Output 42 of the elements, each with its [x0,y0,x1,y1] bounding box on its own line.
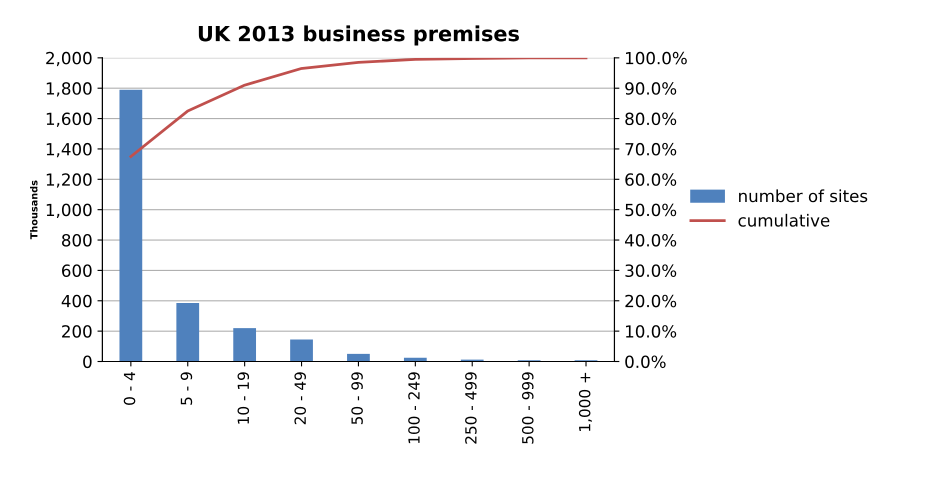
bar [233,328,256,362]
y2-tick-label: 80.0% [625,112,676,126]
x-tick-label: 250 - 499 [465,372,477,444]
x-tick-label: 1,000 + [578,372,592,431]
y-tick-label: 1,000 [46,204,92,218]
y2-tick-label: 50.0% [625,204,676,216]
x-tick-label: 500 - 999 [522,372,534,444]
legend-label: number of sites [739,189,868,202]
x-tick-label: 20 - 49 [294,372,306,424]
x-tick-label: 0 - 4 [124,372,136,405]
y-tick-label: 400 [62,294,92,308]
line-series [129,58,588,158]
y-tick-label: 1,800 [46,82,92,96]
y2-tick-label: 100.0% [626,52,687,64]
y2-tick-label: 90.0% [625,82,676,95]
y-tick-label: 1,400 [46,142,92,158]
x-tick-label: 5 - 9 [180,372,192,405]
y-tick-label: 600 [62,264,92,277]
y2-tick-label: 60.0% [625,173,676,186]
legend-label: cumulative [738,214,830,227]
y2-tick-label: 20.0% [625,294,676,308]
y-tick-label: 800 [62,234,92,247]
y-tick-label: 2,000 [46,52,92,66]
bar [404,358,427,362]
x-tick-label: 10 - 19 [238,372,250,424]
x-tick-label: 100 - 249 [408,372,420,444]
y-tick-label: 1,600 [46,112,92,127]
y-axis-title: Thousands [30,180,38,240]
x-tick-label: 50 - 99 [351,372,363,424]
chart-title: UK 2013 business premises [198,25,519,46]
y-tick-label: 0 [83,355,92,368]
y2-tick-label: 10.0% [626,325,676,338]
bar [347,354,370,362]
y2-tick-label: 70.0% [626,142,676,156]
bar [176,303,200,362]
y-tick-label: 1,200 [46,173,92,188]
y2-tick-label: 40.0% [624,234,676,247]
y-tick-label: 200 [62,325,92,338]
bar [119,90,142,362]
y2-tick-label: 30.0% [625,264,676,277]
bar [290,339,313,362]
y2-tick-label: 0.0% [625,355,666,368]
